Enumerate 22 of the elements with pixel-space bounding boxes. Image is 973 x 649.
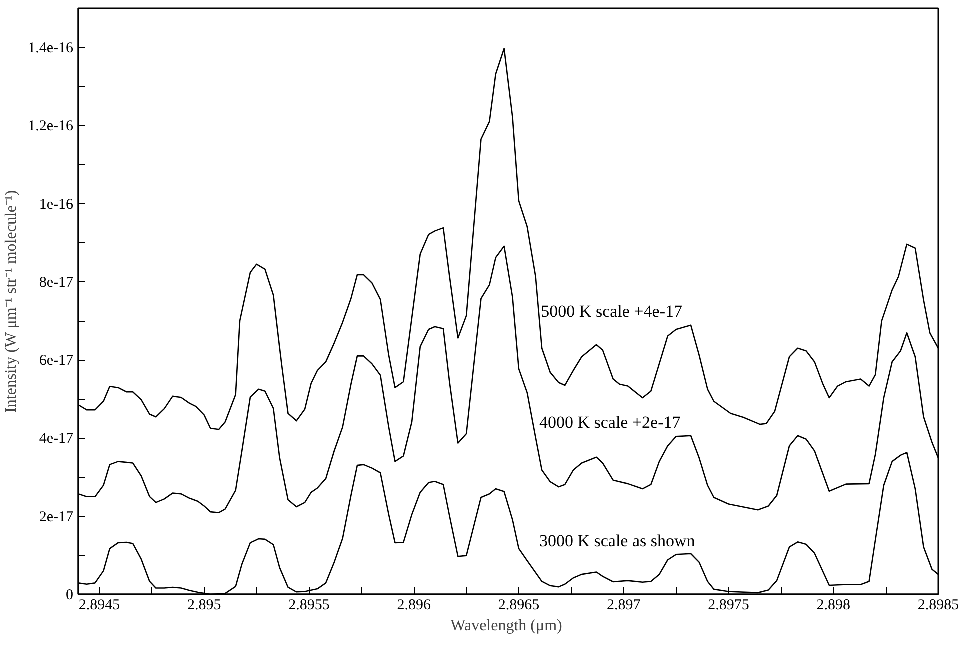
y-axis-title: Intensity (W μm⁻¹ str⁻¹ molecule⁻¹): [3, 190, 20, 413]
y-tick-label: 1.2e-16: [28, 118, 74, 135]
y-tick-label: 0: [66, 588, 74, 604]
x-tick-label: 2.8955: [288, 598, 330, 614]
y-tick-label: 1e-16: [39, 196, 74, 213]
y-tick-label: 8e-17: [39, 274, 74, 291]
y-tick-label: 4e-17: [39, 431, 74, 448]
x-tick-label: 2.8975: [708, 598, 750, 614]
x-tick-label: 2.896: [397, 598, 432, 614]
x-tick-label: 2.897: [606, 598, 642, 614]
annotation: 3000 K scale as shown: [539, 532, 696, 551]
annotation: 4000 K scale +2e-17: [539, 413, 682, 432]
x-tick-label: 2.8985: [918, 598, 960, 614]
annotation: 5000 K scale +4e-17: [541, 302, 683, 321]
y-tick-label: 6e-17: [39, 353, 74, 370]
x-tick-label: 2.8945: [78, 598, 120, 614]
y-tick-label: 2e-17: [39, 509, 74, 526]
x-axis-title: Wavelength (μm): [450, 618, 562, 634]
x-tick-label: 2.895: [187, 598, 222, 614]
y-tick-label: 1.4e-16: [28, 40, 74, 57]
x-tick-label: 2.8965: [498, 598, 540, 614]
x-tick-label: 2.898: [816, 598, 850, 614]
